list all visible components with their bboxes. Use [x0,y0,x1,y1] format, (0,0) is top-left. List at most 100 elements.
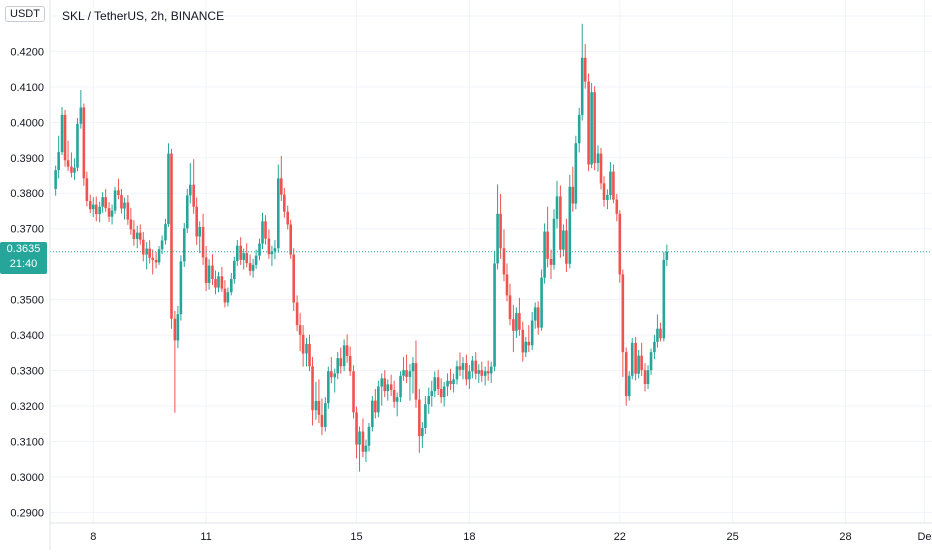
candle-body [132,229,136,239]
candle-body [505,274,509,296]
candle-body [148,248,151,258]
candle-body [471,360,474,372]
candle-body [66,160,70,167]
candle-body [653,341,656,353]
candle-body [546,231,549,259]
bar-countdown: 21:40 [9,257,38,270]
time-tick-label: 25 [727,531,739,543]
candle-body [242,253,246,260]
candle-body [176,314,180,341]
candle-body [98,206,101,215]
candle-body [552,218,556,265]
candle-body [399,375,402,398]
candle-body [518,313,521,330]
candle-body [380,378,384,387]
candle-body [91,204,95,210]
price-tick-label: 0.3500 [10,295,44,307]
currency-badge[interactable]: USDT [5,6,45,22]
candle-body [455,366,459,380]
candle-body [138,232,142,240]
candle-body [540,277,543,328]
candle-body [217,276,220,288]
candle-body [283,194,286,212]
candle-body [634,342,637,374]
candle-body [489,366,493,374]
candle-body [101,197,104,207]
candle-body [386,384,390,392]
candle-body [665,251,669,260]
candle-body [295,302,299,326]
candle-body [606,195,609,200]
candle-body [637,355,640,374]
candle-body [258,243,261,256]
time-tick-label: De [917,531,931,543]
candle-body [220,276,224,289]
time-axis: 8 11 15 18 22 25 28 De [90,531,931,543]
candle-body [439,388,443,398]
candle-body [110,210,114,217]
candle-body [493,263,496,367]
candle-body [320,414,324,427]
candle-body [57,152,60,171]
candle-body [355,412,358,445]
candle-body [430,391,434,397]
candle-body [449,380,452,385]
candle-body [367,426,371,446]
candle-body [452,379,455,385]
candle-body [211,265,214,280]
candle-body [640,355,643,371]
candle-body [333,373,337,378]
price-tick-label: 0.3400 [10,330,44,342]
candle-body [185,195,189,229]
candle-body [345,345,349,356]
candle-body [627,375,631,397]
candle-body [659,328,662,339]
candle-body [458,366,462,370]
candle-body [204,257,208,283]
candle-body [521,329,525,353]
candle-body [264,221,267,239]
candle-body [486,371,490,374]
candle-body [198,226,201,237]
candle-body [195,206,198,237]
candle-body [468,371,471,380]
candle-body [512,319,515,331]
candle-body [474,360,478,374]
candle-body [615,199,619,214]
candle-body [530,320,534,346]
candle-body [499,213,502,249]
candle-body [442,386,446,398]
candle-body [286,211,290,225]
symbol-title: SKL / TetherUS, 2h, BINANCE [62,9,225,23]
time-tick-label: 22 [614,531,626,543]
candle-body [414,363,418,400]
candle-body [239,245,242,260]
candle-body [232,260,236,280]
candle-body [496,213,499,264]
candle-body [662,259,666,339]
candle-body [336,358,340,374]
candle-body [154,259,158,263]
candle-body [533,307,537,321]
candle-body [402,370,405,376]
candle-body [170,153,173,319]
candle-body [141,239,145,255]
price-tick-label: 0.3700 [10,224,44,236]
candle-body [76,123,79,168]
candle-body [590,92,593,165]
candle-body [289,224,293,255]
candle-body [433,377,437,392]
candle-body [223,288,227,303]
candle-body [508,295,512,320]
candle-body [214,279,217,288]
price-axis: 0.2900 0.3000 0.3100 0.3200 0.3300 0.3400 0.35… [10,11,44,519]
candle-body [596,153,600,164]
candle-body [527,341,531,346]
candle-body [477,370,481,374]
candle-body [361,431,365,452]
candle-body [577,114,581,144]
candle-body [524,341,528,353]
candle-body [317,401,321,415]
candle-body [173,318,177,341]
